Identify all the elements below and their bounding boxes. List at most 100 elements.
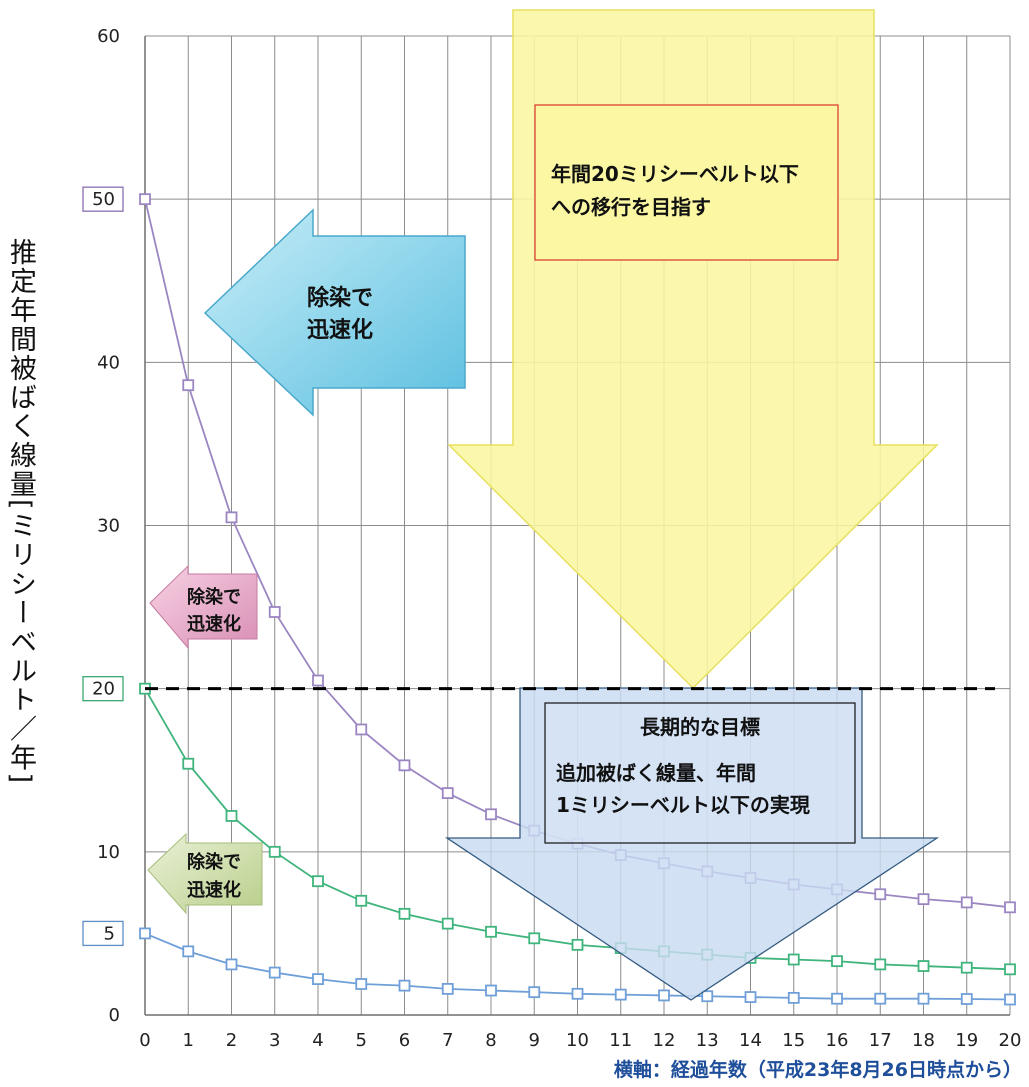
series-point bbox=[398, 979, 411, 992]
blue-text-line2: 1ミリシーベルト以下の実現 bbox=[556, 793, 810, 817]
series-point bbox=[139, 193, 151, 206]
x-tick-label: 1 bbox=[183, 1030, 194, 1051]
series-point bbox=[874, 958, 887, 971]
yellow-text-line1: 年間20ミリシーベルト以下 bbox=[551, 162, 799, 186]
x-tick-label: 6 bbox=[399, 1030, 410, 1051]
blue-textbox bbox=[544, 702, 856, 844]
series-point bbox=[268, 606, 281, 618]
series-point bbox=[312, 973, 324, 986]
x-tick-label: 15 bbox=[782, 1030, 805, 1051]
series-point bbox=[960, 993, 973, 1005]
green-arrow bbox=[147, 832, 263, 915]
x-axis-label: 横軸：経過年数（平成23年8月26日時点から） bbox=[614, 1058, 1022, 1081]
pink-arrow-line2: 迅速化 bbox=[187, 613, 241, 635]
series-point bbox=[182, 945, 195, 958]
y-tick-label: 0 bbox=[109, 1005, 120, 1026]
y-tick-label-boxed: 5 bbox=[104, 923, 115, 944]
series-point bbox=[139, 927, 151, 940]
yellow-textbox bbox=[534, 104, 839, 261]
series-point bbox=[485, 808, 497, 821]
series-point bbox=[1004, 901, 1016, 914]
blue-text-line1: 追加被ばく線量、年間 bbox=[556, 761, 756, 785]
series-point bbox=[960, 896, 973, 909]
y-tick-box bbox=[82, 920, 124, 947]
x-tick-label: 9 bbox=[529, 1030, 540, 1051]
x-tick-label: 11 bbox=[609, 1030, 632, 1051]
series-point bbox=[917, 960, 930, 972]
series-point bbox=[268, 966, 281, 979]
series-point bbox=[398, 907, 411, 920]
series-point bbox=[787, 991, 800, 1004]
series-point bbox=[182, 757, 195, 770]
series-point bbox=[312, 674, 324, 687]
series-point bbox=[398, 759, 411, 772]
x-tick-label: 20 bbox=[999, 1030, 1022, 1051]
series-group bbox=[139, 193, 1016, 1006]
x-tick-label: 16 bbox=[826, 1030, 849, 1051]
series-point bbox=[960, 961, 973, 974]
series-point bbox=[312, 875, 324, 888]
series-point bbox=[355, 723, 368, 736]
series-point bbox=[225, 958, 238, 971]
series-point bbox=[917, 992, 930, 1005]
series-point bbox=[182, 379, 195, 392]
y-tick-label-boxed: 50 bbox=[92, 189, 115, 210]
x-tick-label: 8 bbox=[485, 1030, 496, 1051]
big-arrow-line2: 迅速化 bbox=[307, 317, 373, 343]
series-point bbox=[528, 986, 541, 999]
series-point bbox=[441, 787, 454, 799]
series-point bbox=[355, 978, 368, 990]
series-point bbox=[355, 894, 368, 907]
series-point bbox=[571, 987, 584, 1000]
x-tick-label: 2 bbox=[226, 1030, 237, 1051]
x-tick-label: 19 bbox=[955, 1030, 978, 1051]
series-point bbox=[701, 990, 714, 1003]
series-point bbox=[874, 992, 887, 1005]
blue-title: 長期的な目標 bbox=[640, 715, 760, 739]
green-arrow-line1: 除染で bbox=[187, 851, 241, 873]
series-point bbox=[441, 917, 454, 930]
series-point bbox=[485, 984, 497, 997]
big-cyan-arrow bbox=[203, 208, 466, 417]
series-point bbox=[528, 932, 541, 945]
series-point bbox=[831, 955, 843, 968]
series-point bbox=[1004, 963, 1016, 976]
series-point bbox=[1004, 993, 1016, 1006]
series-point bbox=[831, 992, 843, 1005]
y-tick-label: 10 bbox=[97, 842, 120, 863]
y-tick-label: 30 bbox=[97, 516, 120, 537]
x-tick-label: 5 bbox=[356, 1030, 367, 1051]
big-arrow-line1: 除染で bbox=[307, 285, 373, 311]
y-axis-label: 推定年間被ばく線量[ミリシーベルト／年] bbox=[5, 238, 36, 786]
x-tick-label: 17 bbox=[869, 1030, 892, 1051]
green-arrow-line2: 迅速化 bbox=[187, 879, 241, 901]
pink-arrow bbox=[149, 564, 258, 650]
y-tick-label: 60 bbox=[97, 26, 120, 47]
x-tick-label: 18 bbox=[912, 1030, 935, 1051]
ticks-group: 0123456789101112131415161718192001020304… bbox=[82, 26, 1022, 1081]
x-tick-label: 10 bbox=[566, 1030, 589, 1051]
x-tick-label: 13 bbox=[696, 1030, 719, 1051]
series-point bbox=[787, 953, 800, 966]
series-point bbox=[874, 888, 887, 901]
series-point bbox=[744, 991, 757, 1003]
series-point bbox=[441, 982, 454, 995]
series-point bbox=[917, 893, 930, 906]
x-tick-label: 3 bbox=[269, 1030, 280, 1051]
y-tick-label: 40 bbox=[97, 352, 120, 373]
series-point bbox=[225, 810, 238, 822]
yellow-text-line2: への移行を目指す bbox=[551, 195, 711, 219]
series-point bbox=[658, 989, 670, 1002]
x-tick-label: 4 bbox=[312, 1030, 323, 1051]
x-tick-label: 12 bbox=[653, 1030, 676, 1051]
pink-arrow-line1: 除染で bbox=[187, 586, 241, 608]
y-tick-label-boxed: 20 bbox=[92, 679, 115, 700]
x-tick-label: 14 bbox=[739, 1030, 762, 1051]
series-point bbox=[268, 845, 281, 858]
series-point bbox=[225, 511, 238, 524]
series-point bbox=[571, 938, 584, 951]
